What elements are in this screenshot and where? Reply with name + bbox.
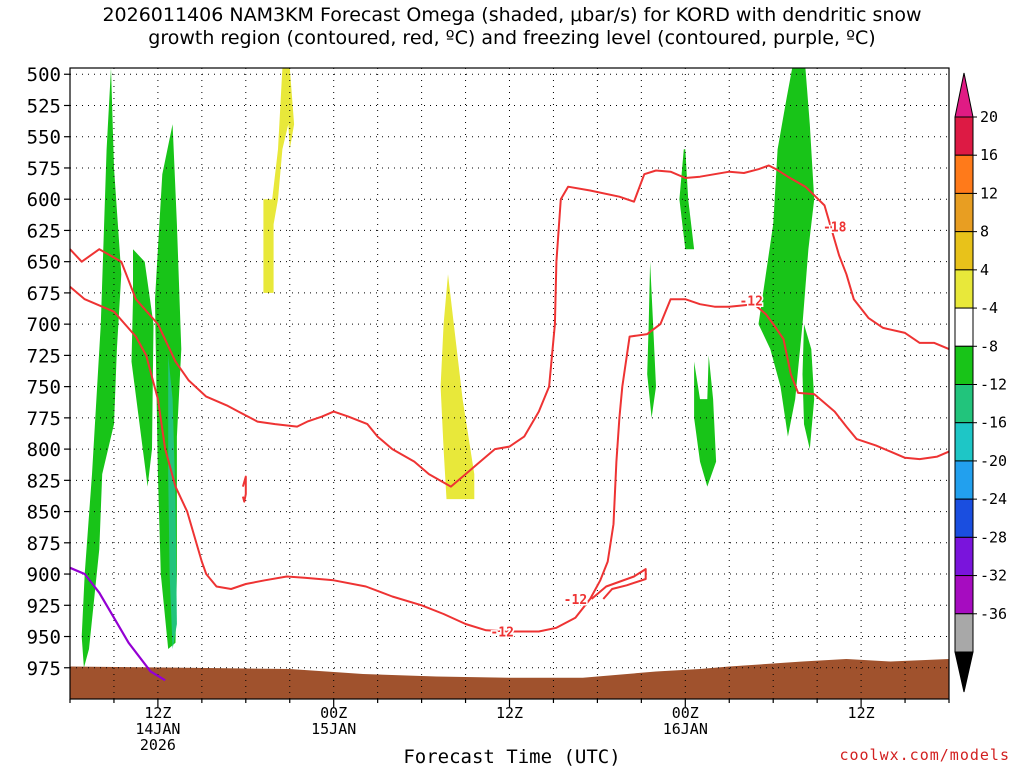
y-tick-label-875: 875 xyxy=(27,533,61,555)
dgz-contour-0 xyxy=(69,164,950,488)
colorbar-segment-0 xyxy=(954,116,974,156)
colorbar-label-9: -20 xyxy=(980,452,1007,470)
colorbar-segment-5 xyxy=(954,307,974,347)
colorbar-segment-8 xyxy=(954,422,974,462)
dgz-contour-2 xyxy=(590,568,647,600)
freezing-level-line xyxy=(69,566,166,682)
colorbar-segment-1 xyxy=(954,154,974,194)
freezing-level-contours xyxy=(69,566,166,682)
dgz-contour-label-upper: -12 xyxy=(739,294,762,309)
omega-region-green-2 xyxy=(155,124,182,649)
y-tick-label-900: 900 xyxy=(27,564,61,586)
x-axis-title: Forecast Time (UTC) xyxy=(403,746,621,768)
y-tick-label-625: 625 xyxy=(27,220,61,242)
y-tick-label-950: 950 xyxy=(27,627,61,649)
gridlines xyxy=(70,68,949,699)
colorbar-label-8: -16 xyxy=(980,414,1007,432)
colorbar-top-arrow xyxy=(954,72,974,118)
colorbar-segment-12 xyxy=(954,575,974,615)
dgz-contour-3 xyxy=(241,475,247,503)
omega-region-green-9 xyxy=(758,68,815,437)
colorbar-segment-13 xyxy=(954,613,974,653)
dgz-contours: -18 -12 -12 -12 xyxy=(69,164,950,642)
chart-title-line-2: growth region (contoured, red, ºC) and f… xyxy=(148,27,876,49)
dgz-contour-label-1: -12 xyxy=(564,593,587,608)
colorbar-label-0: 20 xyxy=(980,108,998,126)
plot-frame xyxy=(69,67,950,700)
y-tick-label-800: 800 xyxy=(27,439,61,461)
y-tick-label-500: 500 xyxy=(27,64,61,86)
y-tick-label-650: 650 xyxy=(27,252,61,274)
omega-region-green-8 xyxy=(694,355,717,487)
omega-shading-layer xyxy=(81,68,815,668)
omega-region-green-1 xyxy=(131,249,154,487)
colorbar-label-7: -12 xyxy=(980,376,1007,394)
colorbar-segment-9 xyxy=(954,460,974,500)
y-tick-label-975: 975 xyxy=(27,658,61,680)
colorbar-label-12: -32 xyxy=(980,567,1007,585)
colorbar-bottom-arrow xyxy=(954,651,974,693)
y-tick-label-925: 925 xyxy=(27,595,61,617)
colorbar-label-6: -8 xyxy=(980,337,998,355)
omega-region-green-6 xyxy=(647,261,656,418)
credit-text: coolwx.com/models xyxy=(839,746,1010,764)
y-tick-label-575: 575 xyxy=(27,158,61,180)
colorbar-segment-3 xyxy=(954,231,974,271)
dgz-contour-label-0: -18 xyxy=(823,221,847,236)
x-tick-label-6-0: 12Z xyxy=(144,704,171,722)
colorbar-segment-10 xyxy=(954,498,974,538)
omega-region-yellow-4 xyxy=(263,68,295,293)
x-tick-label-42-0: 00Z xyxy=(672,704,699,722)
chart-title-line-1: 2026011406 NAM3KM Forecast Omega (shaded… xyxy=(102,4,922,26)
colorbar: 20 16 12 8 4 -4 -8 -12 -16 -20 -24 -28 -32 -36 xyxy=(954,72,1007,693)
y-tick-label-750: 750 xyxy=(27,377,61,399)
y-tick-label-600: 600 xyxy=(27,189,61,211)
colorbar-segment-11 xyxy=(954,536,974,577)
omega-region-green-7 xyxy=(679,149,695,250)
omega-region-teal-3 xyxy=(168,355,177,649)
y-tick-label-550: 550 xyxy=(27,127,61,149)
dgz-contour-label-lower: -12 xyxy=(490,626,513,641)
y-tick-label-700: 700 xyxy=(27,314,61,336)
x-tick-label-42-1: 16JAN xyxy=(663,720,708,738)
y-tick-label-825: 825 xyxy=(27,470,61,492)
colorbar-label-13: -36 xyxy=(980,605,1007,623)
x-tick-label-6-2: 2026 xyxy=(140,736,176,754)
x-tick-label-18-1: 15JAN xyxy=(311,720,356,738)
colorbar-label-1: 16 xyxy=(980,146,998,164)
y-tick-label-850: 850 xyxy=(27,502,61,524)
x-tick-label-54-0: 12Z xyxy=(848,704,875,722)
chart-title: 2026011406 NAM3KM Forecast Omega (shaded… xyxy=(0,4,1024,50)
colorbar-segment-4 xyxy=(954,269,974,309)
x-tick-label-30-0: 12Z xyxy=(496,704,523,722)
colorbar-label-2: 12 xyxy=(980,184,998,202)
y-tick-label-675: 675 xyxy=(27,283,61,305)
y-tick-label-525: 525 xyxy=(27,95,61,117)
colorbar-segment-7 xyxy=(954,384,974,424)
x-tick-label-18-0: 00Z xyxy=(320,704,347,722)
colorbar-label-10: -24 xyxy=(980,490,1007,508)
x-tick-label-6-1: 14JAN xyxy=(135,720,180,738)
colorbar-label-5: -4 xyxy=(980,299,998,317)
colorbar-segment-2 xyxy=(954,192,974,233)
colorbar-label-3: 8 xyxy=(980,223,989,241)
dgz-contour-1 xyxy=(69,285,950,633)
y-tick-label-775: 775 xyxy=(27,408,61,430)
y-tick-label-725: 725 xyxy=(27,345,61,367)
omega-region-yellow-5 xyxy=(440,274,475,500)
colorbar-label-11: -28 xyxy=(980,528,1007,546)
y-axis: 500 525 550 575 600 625 650 675 700 725 750 775 800 8… xyxy=(27,64,70,680)
colorbar-segment-6 xyxy=(954,345,974,385)
omega-region-green-0 xyxy=(81,68,122,668)
colorbar-label-4: 4 xyxy=(980,261,989,279)
